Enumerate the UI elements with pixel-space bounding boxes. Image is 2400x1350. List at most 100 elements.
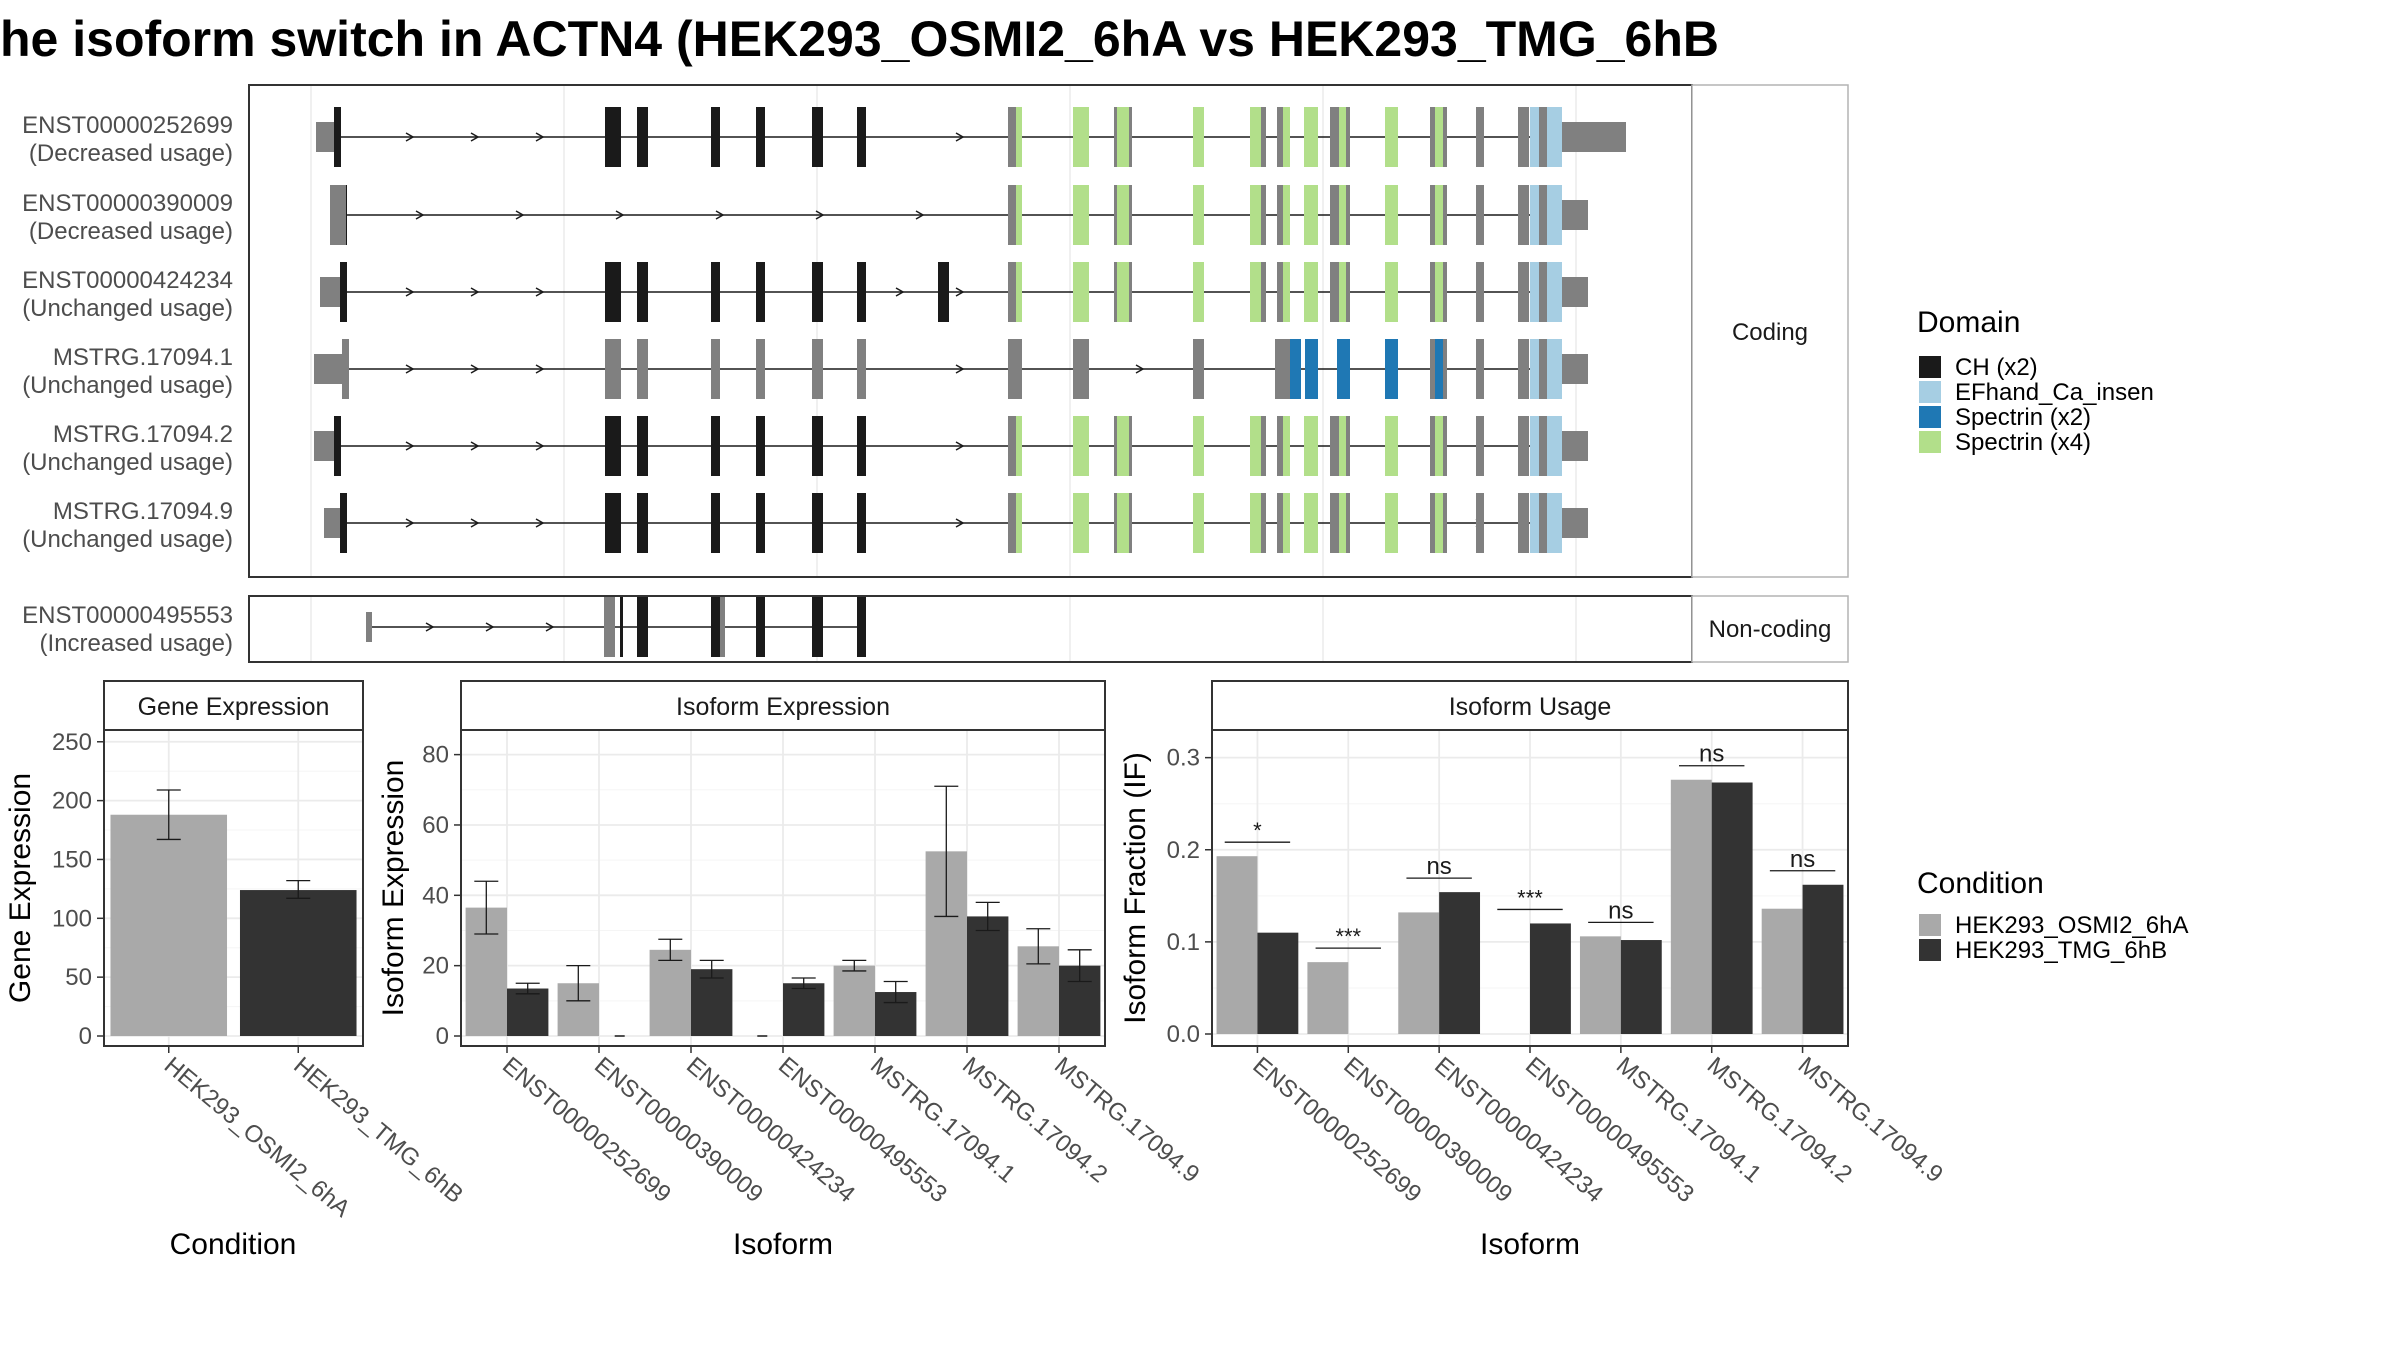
- strand-arrow: [405, 132, 415, 142]
- spectrin-x4-domain-exon: [1283, 262, 1290, 322]
- spectrin-x4-domain-exon: [1016, 493, 1022, 553]
- transcript-structure: Coding Non-coding ENST00000252699(Decrea…: [22, 84, 1849, 663]
- ch-domain-exon: [812, 262, 823, 322]
- strand-arrow: [815, 210, 825, 220]
- noncoding-strip-label: Non-coding: [1709, 616, 1832, 643]
- error-bar: [658, 938, 683, 962]
- error-bar: [474, 880, 499, 935]
- strand-arrow: [535, 132, 545, 142]
- error-bar: [883, 980, 908, 1004]
- coding-exon: [1330, 107, 1339, 167]
- error-bar: [286, 879, 311, 899]
- error-bar: [1067, 949, 1092, 983]
- coding-exon: [1114, 416, 1117, 476]
- coding-exon: [1129, 185, 1132, 245]
- spectrin-x4-domain-exon: [1073, 185, 1089, 245]
- x-axis-label: Isoform: [733, 1228, 833, 1261]
- coding-exon: [1277, 185, 1283, 245]
- spectrin-x4-domain-exon: [1283, 107, 1290, 167]
- y-tick-label: 150: [52, 846, 92, 873]
- isoform-expression-chart: Isoform Expression 0 20 40 60 80 ENST000002526…: [377, 680, 1204, 1261]
- coding-exon: [1346, 107, 1350, 167]
- coding-exon: [857, 339, 866, 399]
- coding-exon: [1008, 262, 1016, 322]
- transcript-usage-note: (Decreased usage): [29, 140, 233, 167]
- strand-arrow: [470, 132, 480, 142]
- y-tick-label: 20: [422, 953, 449, 980]
- spectrin-x4-domain-exon: [1193, 493, 1204, 553]
- spectrin-x4-domain-exon: [1304, 107, 1318, 167]
- spectrin-x4-domain-exon: [1250, 262, 1261, 322]
- spectrin-x4-domain-exon: [1073, 262, 1089, 322]
- ch-domain-exon: [812, 107, 823, 167]
- strand-arrow: [955, 132, 965, 142]
- coding-exon: [711, 339, 720, 399]
- strand-arrow: [405, 287, 415, 297]
- coding-exon: [1275, 339, 1290, 399]
- bar: [507, 988, 549, 1036]
- spectrin-x4-domain-exon: [1435, 493, 1443, 553]
- spectrin-x4-domain-exon: [1435, 262, 1443, 322]
- y-tick-label: 0: [79, 1023, 92, 1050]
- condition-legend-swatch: [1919, 939, 1941, 961]
- coding-exon: [1476, 493, 1484, 553]
- strand-arrow: [405, 518, 415, 528]
- coding-exon: [330, 185, 346, 245]
- coding-exon: [1476, 262, 1484, 322]
- y-tick-label: 0.1: [1167, 929, 1200, 956]
- bar: [1530, 923, 1571, 1034]
- strand-arrow: [955, 518, 965, 528]
- strand-arrow: [535, 364, 545, 374]
- coding-exon: [1539, 493, 1547, 553]
- transcript-usage-note: (Unchanged usage): [22, 526, 233, 553]
- coding-exon: [1476, 416, 1484, 476]
- spectrin-x4-domain-exon: [1339, 185, 1346, 245]
- y-tick-label: 40: [422, 882, 449, 909]
- spectrin-x4-domain-exon: [1193, 107, 1204, 167]
- coding-panel: [248, 84, 1693, 578]
- spectrin-x4-domain-exon: [1339, 107, 1346, 167]
- coding-exon: [1129, 416, 1132, 476]
- domain-legend-swatch: [1919, 381, 1941, 403]
- bar: [833, 965, 875, 1036]
- coding-exon: [1261, 416, 1266, 476]
- bar: [1802, 884, 1844, 1034]
- strand-arrow: [425, 622, 435, 632]
- spectrin-x4-domain-exon: [1250, 493, 1261, 553]
- x-tick-label: ENST00000495553: [773, 1052, 952, 1208]
- transcript-name: MSTRG.17094.1: [53, 344, 233, 371]
- ch-domain-exon: [857, 597, 866, 657]
- ch-domain-exon: [756, 416, 765, 476]
- ch-domain-exon: [938, 262, 949, 322]
- transcript-track: [314, 416, 1588, 476]
- condition-legend-label: HEK293_OSMI2_6hA: [1955, 912, 2188, 939]
- coding-exon: [1261, 493, 1266, 553]
- spectrin-x4-domain-exon: [1016, 185, 1022, 245]
- domain-legend-title: Domain: [1917, 306, 2020, 339]
- transcript-usage-note: (Unchanged usage): [22, 295, 233, 322]
- strand-arrow: [915, 210, 925, 220]
- coding-exon: [1129, 493, 1132, 553]
- ch-domain-exon: [857, 262, 866, 322]
- coding-exon: [1330, 416, 1339, 476]
- efhand-domain-exon: [1530, 185, 1539, 245]
- coding-exon: [1430, 185, 1435, 245]
- ch-domain-exon: [711, 107, 720, 167]
- strand-arrow: [615, 210, 625, 220]
- coding-exon: [756, 339, 765, 399]
- error-bar: [699, 959, 724, 979]
- domain-legend-swatch: [1919, 431, 1941, 453]
- ch-domain-exon: [605, 416, 621, 476]
- coding-exon: [1346, 185, 1350, 245]
- spectrin-x4-domain-exon: [1016, 107, 1022, 167]
- coding-exon: [1518, 185, 1529, 245]
- ch-domain-exon: [857, 416, 866, 476]
- coding-exon: [1443, 107, 1447, 167]
- coding-exon: [1346, 416, 1350, 476]
- strand-arrow: [470, 518, 480, 528]
- x-tick-label: ENST00000495553: [1520, 1052, 1699, 1208]
- spectrin-x4-domain-exon: [1250, 416, 1261, 476]
- coding-exon: [1277, 107, 1283, 167]
- spectrin-x4-domain-exon: [1339, 493, 1346, 553]
